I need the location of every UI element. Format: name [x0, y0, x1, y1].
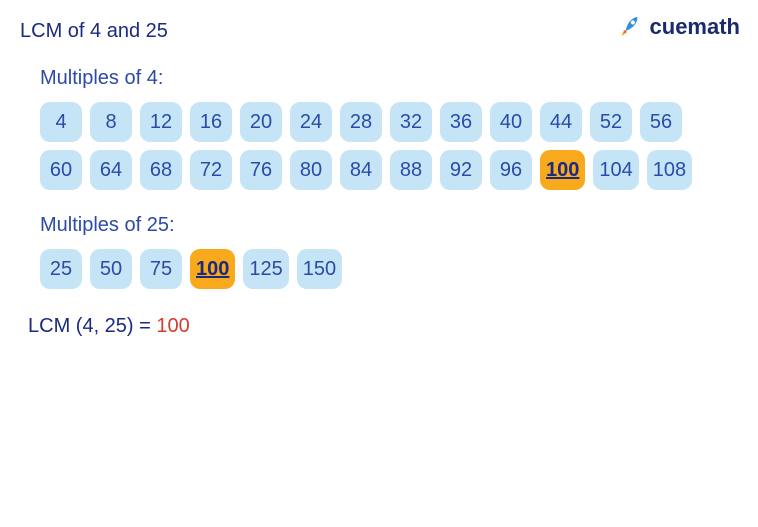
mult4-chip: 36	[440, 102, 482, 142]
mult4-chip: 44	[540, 102, 582, 142]
mult4-chip: 32	[390, 102, 432, 142]
brand-logo: cuemath	[614, 12, 740, 42]
multiples-25-list: 255075100125150	[40, 249, 698, 289]
mult4-chip: 64	[90, 150, 132, 190]
mult4-chip: 84	[340, 150, 382, 190]
multiples-4-list: 481216202428323640445256 6064687276808488…	[40, 102, 698, 190]
mult4-chip: 108	[647, 150, 692, 190]
mult4-chip: 72	[190, 150, 232, 190]
mult4-chip: 100	[540, 150, 585, 190]
mult4-chip: 80	[290, 150, 332, 190]
multiples-25-label: Multiples of 25:	[40, 214, 738, 237]
mult4-chip: 68	[140, 150, 182, 190]
mult4-chip: 88	[390, 150, 432, 190]
mult4-chip: 28	[340, 102, 382, 142]
mult4-chip: 8	[90, 102, 132, 142]
mult25-chip: 150	[297, 249, 342, 289]
mult4-chip: 96	[490, 150, 532, 190]
lcm-result: LCM (4, 25) = 100	[28, 315, 738, 338]
mult4-chip: 12	[140, 102, 182, 142]
mult4-chip: 20	[240, 102, 282, 142]
result-value: 100	[156, 315, 189, 337]
mult25-chip: 50	[90, 249, 132, 289]
rocket-icon	[614, 12, 644, 42]
mult4-chip: 4	[40, 102, 82, 142]
mult25-chip: 125	[243, 249, 288, 289]
mult25-chip: 100	[190, 249, 235, 289]
mult4-chip: 60	[40, 150, 82, 190]
mult4-chip: 16	[190, 102, 232, 142]
mult4-chip: 52	[590, 102, 632, 142]
brand-text: cuemath	[650, 14, 740, 40]
mult4-chip: 104	[593, 150, 638, 190]
mult4-chip: 24	[290, 102, 332, 142]
mult4-chip: 76	[240, 150, 282, 190]
mult25-chip: 75	[140, 249, 182, 289]
multiples-4-label: Multiples of 4:	[40, 67, 738, 90]
mult4-chip: 92	[440, 150, 482, 190]
mult25-chip: 25	[40, 249, 82, 289]
result-label: LCM (4, 25) =	[28, 315, 156, 337]
mult4-chip: 56	[640, 102, 682, 142]
mult4-chip: 40	[490, 102, 532, 142]
